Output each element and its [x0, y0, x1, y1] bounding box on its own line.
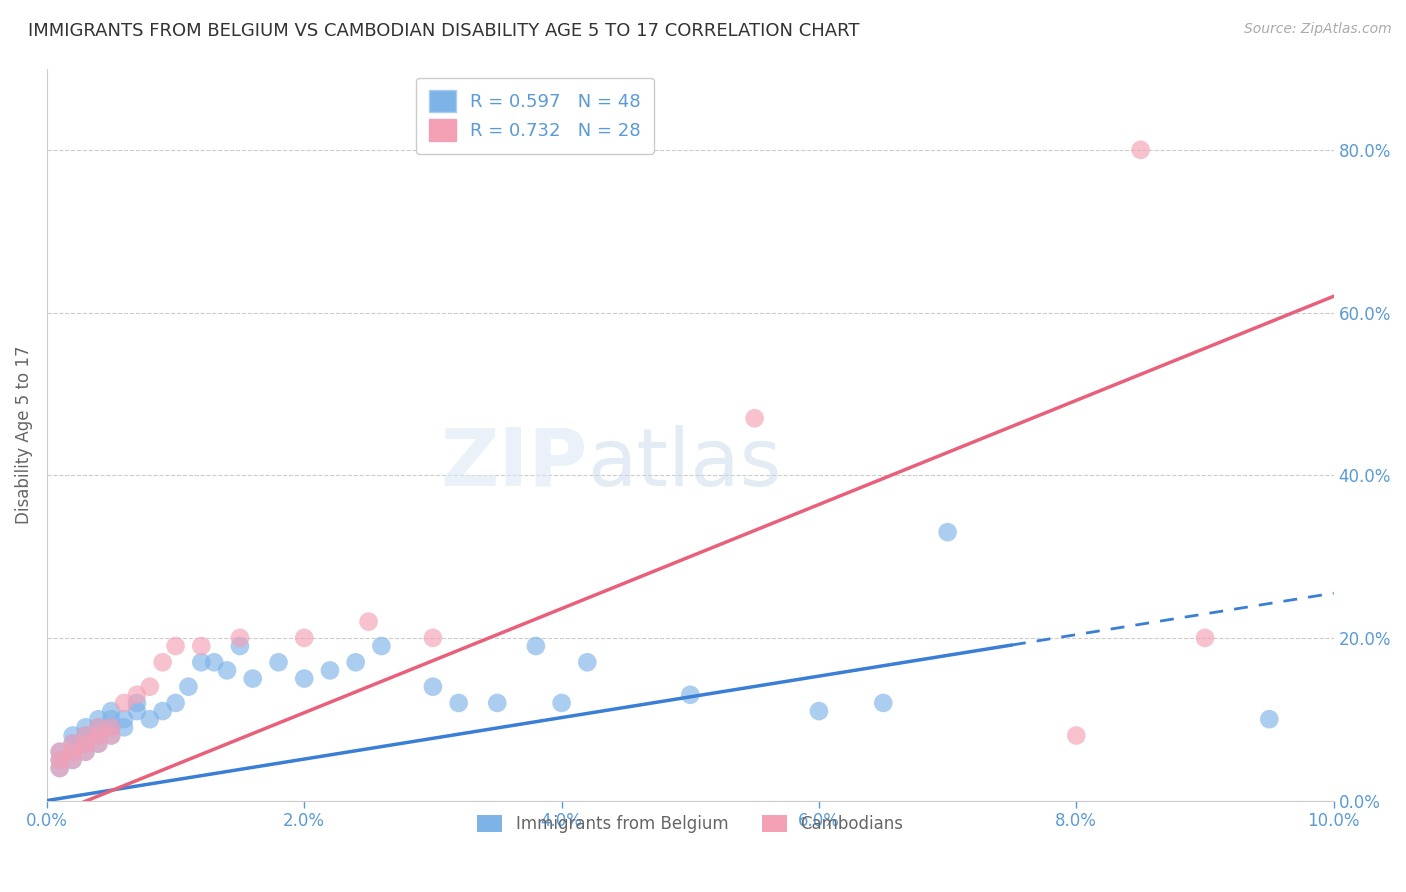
Point: [125, 688, 148, 702]
Point: [422, 680, 444, 694]
Point: [447, 696, 470, 710]
Point: [87, 737, 110, 751]
Point: [112, 696, 135, 710]
Point: [1129, 143, 1152, 157]
Point: [152, 655, 174, 669]
Point: [1064, 729, 1087, 743]
Point: [125, 704, 148, 718]
Point: [112, 720, 135, 734]
Point: [370, 639, 392, 653]
Point: [1258, 712, 1281, 726]
Point: [62, 737, 84, 751]
Point: [357, 615, 380, 629]
Point: [344, 655, 367, 669]
Point: [267, 655, 290, 669]
Point: [49, 745, 72, 759]
Point: [292, 672, 315, 686]
Point: [165, 639, 187, 653]
Point: [100, 720, 122, 734]
Point: [744, 411, 766, 425]
Point: [152, 704, 174, 718]
Point: [422, 631, 444, 645]
Point: [215, 664, 238, 678]
Y-axis label: Disability Age 5 to 17: Disability Age 5 to 17: [15, 345, 32, 524]
Point: [229, 639, 252, 653]
Point: [165, 696, 187, 710]
Point: [319, 664, 342, 678]
Point: [62, 729, 84, 743]
Text: IMMIGRANTS FROM BELGIUM VS CAMBODIAN DISABILITY AGE 5 TO 17 CORRELATION CHART: IMMIGRANTS FROM BELGIUM VS CAMBODIAN DIS…: [28, 22, 859, 40]
Point: [190, 639, 212, 653]
Text: atlas: atlas: [588, 425, 782, 503]
Point: [87, 720, 110, 734]
Point: [49, 753, 72, 767]
Text: ZIP: ZIP: [440, 425, 588, 503]
Point: [75, 737, 97, 751]
Point: [679, 688, 702, 702]
Point: [190, 655, 212, 669]
Point: [139, 680, 162, 694]
Point: [75, 745, 97, 759]
Point: [49, 753, 72, 767]
Point: [87, 720, 110, 734]
Point: [87, 729, 110, 743]
Point: [62, 737, 84, 751]
Point: [62, 745, 84, 759]
Point: [100, 729, 122, 743]
Point: [87, 737, 110, 751]
Point: [87, 712, 110, 726]
Point: [62, 753, 84, 767]
Point: [576, 655, 599, 669]
Point: [49, 745, 72, 759]
Point: [75, 729, 97, 743]
Point: [550, 696, 572, 710]
Point: [242, 672, 264, 686]
Point: [139, 712, 162, 726]
Point: [100, 720, 122, 734]
Point: [872, 696, 894, 710]
Point: [62, 745, 84, 759]
Point: [807, 704, 830, 718]
Point: [87, 729, 110, 743]
Point: [524, 639, 547, 653]
Point: [1194, 631, 1216, 645]
Point: [62, 753, 84, 767]
Point: [229, 631, 252, 645]
Point: [100, 712, 122, 726]
Point: [75, 729, 97, 743]
Point: [75, 745, 97, 759]
Point: [49, 761, 72, 775]
Point: [49, 761, 72, 775]
Point: [112, 712, 135, 726]
Point: [75, 737, 97, 751]
Point: [936, 525, 959, 540]
Legend: Immigrants from Belgium, Cambodians: Immigrants from Belgium, Cambodians: [471, 808, 910, 839]
Point: [486, 696, 509, 710]
Point: [75, 720, 97, 734]
Point: [125, 696, 148, 710]
Point: [177, 680, 200, 694]
Point: [202, 655, 225, 669]
Point: [100, 729, 122, 743]
Text: Source: ZipAtlas.com: Source: ZipAtlas.com: [1244, 22, 1392, 37]
Point: [100, 704, 122, 718]
Point: [292, 631, 315, 645]
